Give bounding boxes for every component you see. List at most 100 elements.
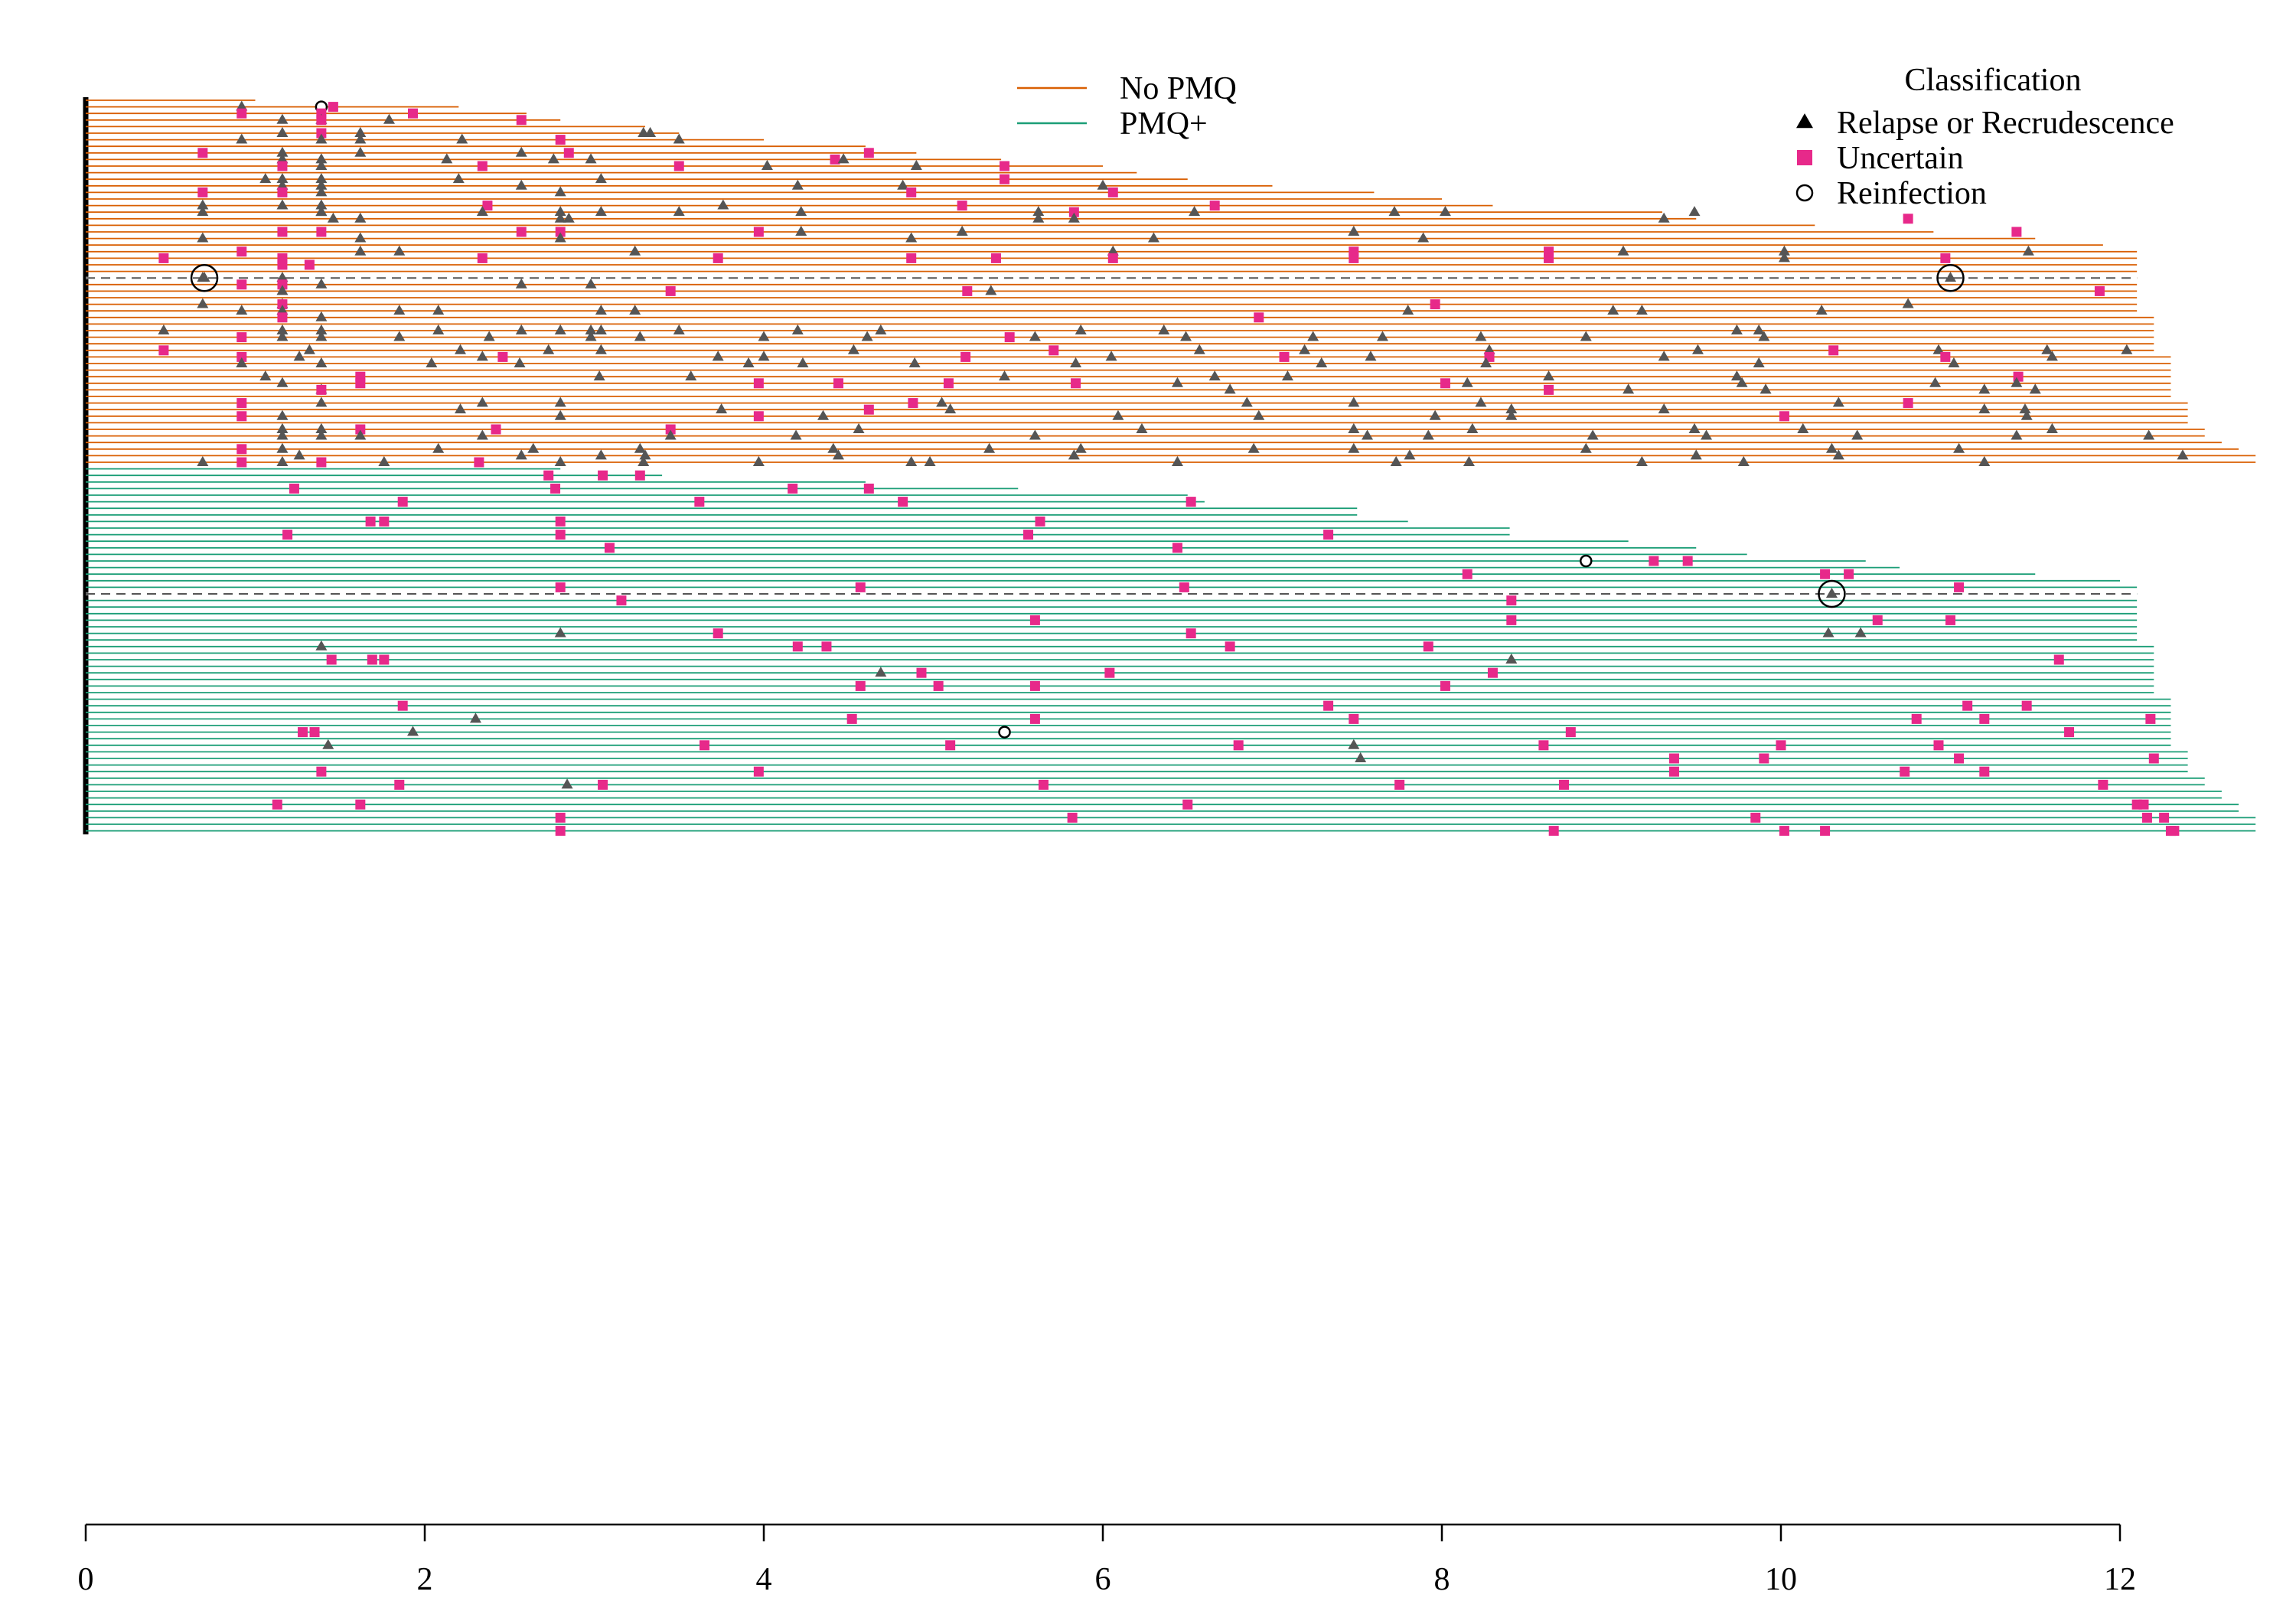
relapse-marker bbox=[1070, 357, 1082, 367]
relapse-marker bbox=[515, 324, 527, 334]
relapse-marker bbox=[1480, 357, 1492, 367]
uncertain-marker bbox=[1750, 812, 1761, 823]
uncertain-marker bbox=[694, 497, 705, 507]
relapse-marker bbox=[1945, 272, 1956, 282]
uncertain-marker bbox=[2141, 812, 2152, 823]
relapse-marker bbox=[1475, 396, 1487, 407]
uncertain-marker bbox=[555, 826, 566, 836]
relapse-marker bbox=[276, 324, 289, 334]
relapse-marker bbox=[483, 331, 495, 341]
relapse-marker bbox=[1978, 455, 1991, 466]
relapse-marker bbox=[1171, 377, 1183, 387]
relapse-marker bbox=[1316, 357, 1328, 367]
relapse-marker bbox=[1404, 449, 1416, 460]
relapse-marker bbox=[1032, 212, 1045, 223]
relapse-marker bbox=[543, 344, 555, 354]
x-tick-label: 2 bbox=[417, 1562, 433, 1597]
uncertain-marker bbox=[1182, 799, 1193, 810]
relapse-marker bbox=[1730, 324, 1743, 334]
relapse-marker bbox=[1158, 324, 1170, 334]
relapse-marker bbox=[515, 278, 527, 289]
uncertain-marker bbox=[1067, 812, 1078, 823]
relapse-marker bbox=[1189, 206, 1201, 217]
relapse-marker bbox=[1376, 331, 1388, 341]
relapse-marker bbox=[276, 173, 289, 184]
uncertain-marker bbox=[753, 766, 764, 777]
uncertain-marker bbox=[394, 779, 405, 790]
relapse-marker bbox=[1623, 383, 1635, 394]
relapse-marker bbox=[634, 331, 646, 341]
relapse-marker bbox=[644, 126, 657, 137]
relapse-marker bbox=[1402, 305, 1414, 315]
uncertain-marker bbox=[1254, 312, 1264, 323]
relapse-marker bbox=[1730, 370, 1743, 381]
relapse-marker bbox=[1136, 422, 1148, 433]
uncertain-marker bbox=[2011, 227, 2022, 237]
relapse-marker bbox=[1753, 357, 1765, 367]
uncertain-marker bbox=[916, 667, 927, 678]
relapse-marker bbox=[1253, 409, 1265, 420]
relapse-marker bbox=[2046, 422, 2058, 433]
relapse-marker bbox=[561, 778, 573, 789]
relapse-marker bbox=[276, 422, 289, 433]
relapse-marker bbox=[554, 627, 566, 638]
relapse-marker bbox=[276, 126, 289, 137]
relapse-marker bbox=[515, 449, 527, 460]
uncertain-marker bbox=[616, 595, 627, 606]
uncertain-marker bbox=[792, 641, 803, 652]
relapse-marker bbox=[327, 212, 339, 223]
relapse-marker bbox=[554, 186, 566, 197]
relapse-marker bbox=[406, 726, 419, 736]
relapse-marker bbox=[354, 245, 367, 256]
relapse-marker bbox=[1348, 442, 1360, 453]
relapse-marker bbox=[1107, 245, 1119, 256]
uncertain-marker bbox=[236, 351, 247, 362]
uncertain-marker bbox=[477, 253, 488, 263]
uncertain-marker bbox=[1323, 700, 1334, 711]
relapse-marker bbox=[1948, 357, 1960, 367]
uncertain-marker bbox=[158, 345, 169, 356]
relapse-marker bbox=[1505, 403, 1518, 414]
relapse-marker bbox=[315, 173, 328, 184]
uncertain-marker bbox=[1828, 345, 1839, 356]
uncertain-marker bbox=[555, 530, 566, 540]
relapse-marker bbox=[315, 278, 328, 289]
reinfection-marker bbox=[998, 726, 1011, 739]
relapse-marker bbox=[1097, 179, 1109, 190]
uncertain-marker bbox=[367, 654, 377, 665]
relapse-marker bbox=[910, 159, 922, 170]
relapse-marker bbox=[354, 429, 367, 440]
uncertain-marker bbox=[1945, 615, 1955, 625]
relapse-marker bbox=[455, 403, 467, 414]
relapse-marker bbox=[638, 455, 650, 466]
uncertain-marker bbox=[1911, 713, 1922, 724]
relapse-marker bbox=[1854, 627, 1867, 638]
relapse-marker bbox=[1466, 422, 1479, 433]
relapse-marker bbox=[276, 429, 289, 440]
uncertain-marker bbox=[1462, 569, 1473, 579]
uncertain-marker bbox=[397, 497, 408, 507]
uncertain-marker bbox=[830, 154, 840, 165]
relapse-marker bbox=[441, 153, 453, 164]
relapse-marker bbox=[276, 285, 289, 295]
relapse-marker bbox=[1390, 455, 1402, 466]
uncertain-marker bbox=[555, 582, 566, 592]
relapse-marker bbox=[197, 455, 209, 466]
relapse-marker bbox=[527, 442, 540, 453]
relapse-marker bbox=[1797, 422, 1809, 433]
relapse-marker bbox=[378, 455, 390, 466]
relapse-marker bbox=[1180, 331, 1192, 341]
relapse-marker bbox=[315, 357, 328, 367]
relapse-marker bbox=[944, 403, 957, 414]
relapse-marker bbox=[1753, 324, 1765, 334]
relapse-marker bbox=[795, 225, 807, 236]
uncertain-marker bbox=[365, 516, 376, 527]
uncertain-marker bbox=[555, 812, 566, 823]
relapse-marker bbox=[1932, 344, 1945, 354]
relapse-marker bbox=[758, 331, 770, 341]
relapse-marker bbox=[315, 331, 328, 341]
relapse-marker bbox=[476, 396, 488, 407]
relapse-marker bbox=[563, 212, 575, 223]
uncertain-marker bbox=[1940, 351, 1951, 362]
